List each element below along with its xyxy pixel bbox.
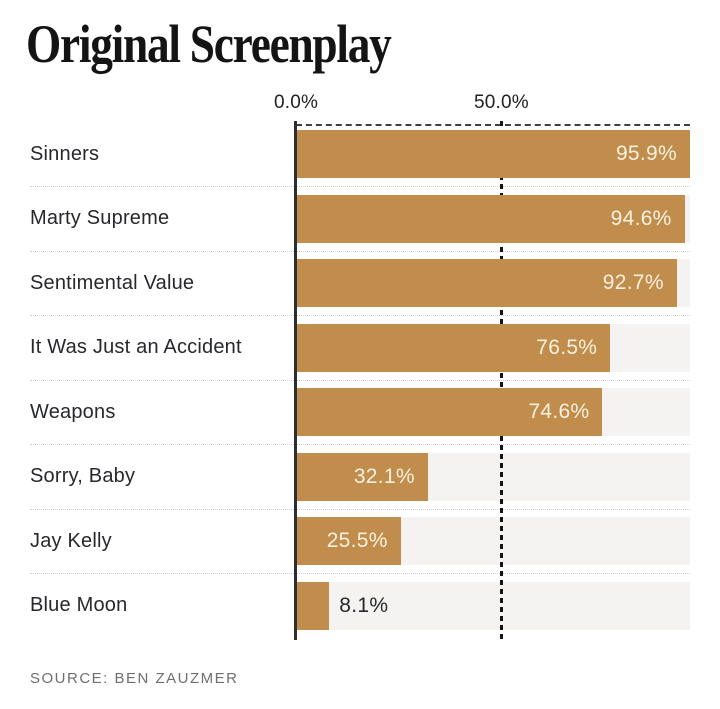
- category-label: Weapons: [30, 400, 116, 423]
- chart-row: Sinners 95.9%: [0, 122, 720, 187]
- bar-track: 76.5%: [296, 323, 690, 372]
- bar: 92.7%: [296, 259, 677, 308]
- bar: 25.5%: [296, 517, 401, 566]
- chart-row: It Was Just an Accident 76.5%: [0, 315, 720, 381]
- value-label: 25.5%: [326, 529, 388, 553]
- bar: 32.1%: [296, 452, 428, 501]
- chart-row: Marty Supreme 94.6%: [0, 186, 720, 252]
- category-label: Sorry, Baby: [30, 465, 136, 488]
- value-label: 95.9%: [615, 142, 677, 166]
- plot-top-dashed-line: [296, 124, 690, 126]
- category-label: Sentimental Value: [30, 271, 195, 294]
- bar-track: 32.1%: [296, 452, 690, 501]
- category-label: It Was Just an Accident: [30, 336, 242, 359]
- x-axis: 0.0% 50.0%: [0, 92, 720, 116]
- zero-axis-line: [294, 121, 297, 640]
- value-label: 32.1%: [353, 464, 415, 488]
- value-label: 76.5%: [536, 335, 598, 359]
- fifty-percent-gridline: [499, 121, 503, 640]
- bar-rows: Sinners 95.9% Marty Supreme 94.6% Sentim…: [0, 122, 720, 638]
- bar: 95.9%: [296, 130, 690, 179]
- category-label: Jay Kelly: [30, 529, 112, 552]
- bar-track: 25.5%: [296, 517, 690, 566]
- chart-row: Sorry, Baby 32.1%: [0, 444, 720, 510]
- bar-track: 92.7%: [296, 259, 690, 308]
- bar-track: 8.1%: [296, 581, 690, 630]
- bar: [296, 581, 330, 630]
- chart-row: Blue Moon 8.1%: [0, 573, 720, 639]
- chart-row: Weapons 74.6%: [0, 379, 720, 445]
- category-label: Sinners: [30, 142, 100, 165]
- value-label: 74.6%: [528, 400, 590, 424]
- bar-track: 74.6%: [296, 388, 690, 437]
- bar: 94.6%: [296, 194, 685, 243]
- category-label: Marty Supreme: [30, 207, 170, 230]
- value-label: 8.1%: [339, 593, 389, 617]
- bar-track: 94.6%: [296, 194, 690, 243]
- bar-track: 95.9%: [296, 130, 690, 179]
- category-label: Blue Moon: [30, 594, 128, 617]
- plot-area: Sinners 95.9% Marty Supreme 94.6% Sentim…: [0, 121, 720, 640]
- value-label: 94.6%: [610, 206, 672, 230]
- x-axis-tick-fifty: 50.0%: [473, 92, 529, 113]
- bar: 74.6%: [296, 388, 603, 437]
- bar: 76.5%: [296, 323, 611, 372]
- value-label: 92.7%: [602, 271, 664, 295]
- x-axis-tick-zero: 0.0%: [273, 92, 319, 113]
- chart-row: Sentimental Value 92.7%: [0, 250, 720, 316]
- chart-title: Original Screenplay: [26, 14, 392, 74]
- chart-row: Jay Kelly 25.5%: [0, 508, 720, 574]
- source-credit: SOURCE: BEN ZAUZMER: [30, 670, 239, 687]
